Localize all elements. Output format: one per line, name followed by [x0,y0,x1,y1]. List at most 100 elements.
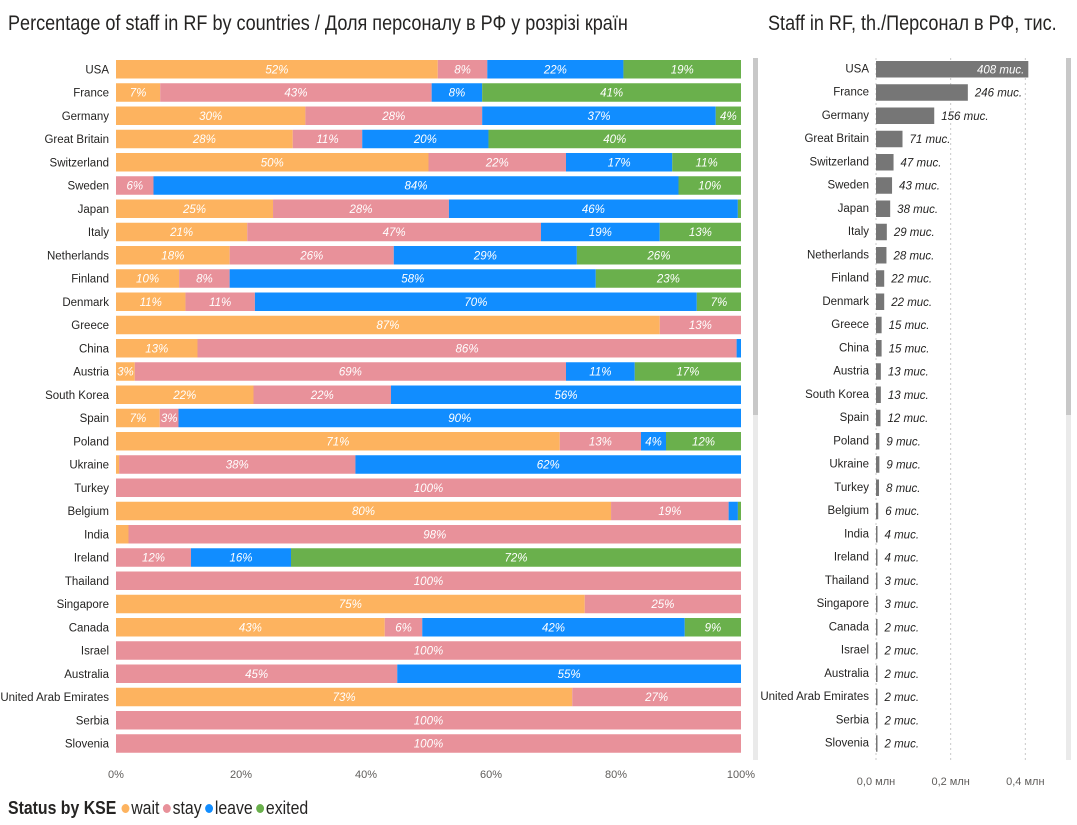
staff-bar-italy[interactable] [876,223,887,241]
staff-bar-france[interactable] [876,84,968,101]
bar-segment-stay-spain[interactable] [159,408,179,428]
bar-segment-exited-great-britain[interactable] [488,129,741,149]
legend-item-stay[interactable]: stay [162,798,202,819]
staff-bar-india[interactable] [876,526,878,543]
bar-segment-stay-poland[interactable] [559,432,641,451]
bar-segment-leave-ukraine[interactable] [355,455,741,474]
bar-segment-exited-belgium[interactable] [737,501,741,521]
staff-bar-canada[interactable] [876,619,878,636]
bar-segment-wait-france[interactable] [116,83,161,102]
bar-segment-wait-spain[interactable] [116,408,160,428]
bar-segment-exited-austria[interactable] [634,362,741,381]
bar-segment-stay-austria[interactable] [134,362,566,381]
bar-segment-wait-belgium[interactable] [116,501,612,521]
bar-segment-exited-germany[interactable] [715,106,741,126]
bar-segment-stay-australia[interactable] [116,664,398,684]
bar-segment-wait-usa[interactable] [116,60,438,79]
bar-segment-stay-serbia[interactable] [116,711,741,730]
bar-segment-leave-france[interactable] [431,83,483,102]
staff-bar-sweden[interactable] [876,177,893,194]
legend-item-leave[interactable]: leave [205,798,253,819]
bar-segment-stay-slovenia[interactable] [116,734,741,753]
bar-segment-leave-denmark[interactable] [254,292,697,312]
bar-segment-exited-switzerland[interactable] [672,153,741,172]
bar-segment-stay-finland[interactable] [179,269,230,288]
bar-segment-stay-ukraine[interactable] [119,455,356,474]
bar-segment-wait-china[interactable] [116,339,198,358]
bar-segment-stay-belgium[interactable] [611,501,729,521]
bar-segment-stay-usa[interactable] [437,60,488,79]
bar-segment-leave-austria[interactable] [566,362,635,381]
bar-segment-leave-china[interactable] [736,339,741,358]
staff-bar-israel[interactable] [876,642,878,659]
staff-bar-china[interactable] [876,340,882,357]
staff-bar-switzerland[interactable] [876,154,894,171]
bar-segment-wait-india[interactable] [116,525,129,544]
bar-segment-stay-netherlands[interactable] [229,246,394,265]
bar-segment-stay-canada[interactable] [384,618,423,637]
bar-segment-exited-denmark[interactable] [696,292,741,312]
bar-segment-wait-south-korea[interactable] [116,385,254,405]
bar-segment-wait-ukraine[interactable] [116,455,120,474]
bar-segment-stay-india[interactable] [128,525,742,544]
bar-segment-stay-italy[interactable] [247,222,541,242]
bar-segment-exited-italy[interactable] [659,222,741,242]
bar-segment-stay-thailand[interactable] [116,571,741,591]
staff-bar-united-arab-emirates[interactable] [876,688,878,706]
staff-bar-ukraine[interactable] [876,456,880,473]
bar-segment-wait-great-britain[interactable] [116,129,293,149]
bar-segment-stay-france[interactable] [160,83,432,102]
staff-bar-germany[interactable] [876,107,935,125]
staff-bar-slovenia[interactable] [876,735,878,752]
bar-segment-leave-germany[interactable] [482,106,716,126]
staff-bar-singapore[interactable] [876,595,878,613]
bar-segment-exited-japan[interactable] [737,199,741,219]
bar-segment-wait-italy[interactable] [116,222,248,242]
staff-bar-denmark[interactable] [876,293,885,311]
bar-segment-exited-canada[interactable] [684,618,741,637]
bar-segment-wait-denmark[interactable] [116,292,186,312]
bar-segment-wait-united-arab-emirates[interactable] [116,687,573,707]
bar-segment-wait-finland[interactable] [116,269,180,288]
staff-bar-usa[interactable] [876,61,1029,78]
bar-segment-stay-ireland[interactable] [116,548,191,567]
left-scrollbar-thumb[interactable] [753,58,758,415]
bar-segment-leave-poland[interactable] [641,432,666,451]
bar-segment-leave-japan[interactable] [448,199,738,219]
bar-segment-stay-switzerland[interactable] [428,153,567,172]
staff-bar-finland[interactable] [876,270,885,287]
bar-segment-leave-ireland[interactable] [191,548,291,567]
bar-segment-leave-canada[interactable] [422,618,685,637]
bar-segment-stay-greece[interactable] [659,315,741,335]
bar-segment-leave-spain[interactable] [178,408,742,428]
staff-bar-netherlands[interactable] [876,247,887,264]
bar-segment-leave-great-britain[interactable] [362,129,489,149]
bar-segment-stay-germany[interactable] [305,106,483,126]
bar-segment-leave-sweden[interactable] [153,176,679,195]
bar-segment-wait-canada[interactable] [116,618,385,637]
right-bars[interactable]: 408 тис. 246 тис. 156 тис. 71 тис. 47 тис. 43… [876,61,1029,752]
bar-segment-exited-ireland[interactable] [291,548,741,567]
bar-segment-wait-greece[interactable] [116,315,660,335]
bar-segment-wait-netherlands[interactable] [116,246,230,265]
legend-item-wait[interactable]: wait [121,798,159,819]
bar-segment-stay-israel[interactable] [116,641,741,660]
bar-segment-exited-netherlands[interactable] [576,246,741,265]
staff-bar-south-korea[interactable] [876,386,881,404]
bar-segment-exited-usa[interactable] [623,60,741,79]
staff-bar-poland[interactable] [876,433,880,450]
bar-segment-leave-finland[interactable] [229,269,596,288]
staff-bar-ireland[interactable] [876,549,878,566]
bar-segment-wait-switzerland[interactable] [116,153,429,172]
bar-segment-leave-italy[interactable] [541,222,660,242]
bar-segment-leave-switzerland[interactable] [566,153,673,172]
bar-segment-wait-poland[interactable] [116,432,560,451]
bar-segment-stay-china[interactable] [197,339,737,358]
bar-segment-leave-usa[interactable] [487,60,624,79]
staff-bar-belgium[interactable] [876,502,879,520]
bar-segment-stay-japan[interactable] [273,199,449,219]
bar-segment-stay-singapore[interactable] [584,594,741,614]
bar-segment-exited-france[interactable] [482,83,741,102]
staff-bar-austria[interactable] [876,363,881,380]
bar-segment-wait-singapore[interactable] [116,594,585,614]
